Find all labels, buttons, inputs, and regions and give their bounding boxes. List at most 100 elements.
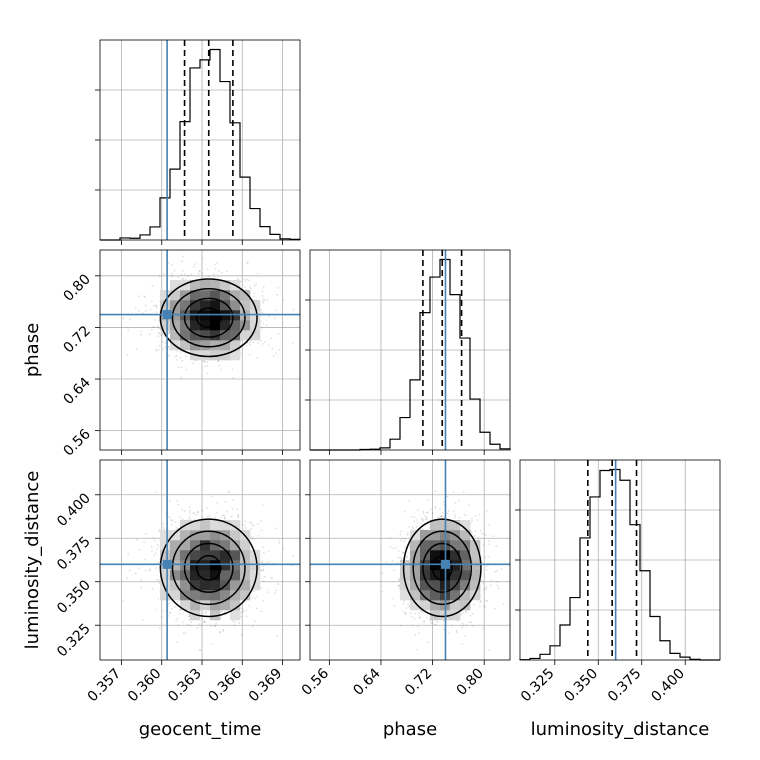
density-cell: [220, 520, 231, 531]
sample-point: [473, 534, 476, 537]
sample-point: [232, 376, 234, 379]
sample-point: [266, 299, 269, 302]
sample-point: [245, 615, 248, 618]
sample-point: [194, 263, 197, 265]
sample-point: [422, 512, 425, 515]
sample-point: [140, 330, 143, 332]
density-cell: [220, 300, 231, 311]
density-cell: [240, 580, 251, 591]
density-cell: [230, 590, 241, 601]
sample-point: [164, 346, 167, 349]
sample-point: [275, 352, 277, 355]
density-cell: [240, 540, 251, 551]
sample-point: [223, 517, 226, 520]
sample-point: [271, 348, 274, 351]
sample-point: [266, 591, 269, 594]
sample-point: [176, 617, 179, 620]
sample-point: [217, 360, 219, 363]
sample-point: [471, 612, 474, 615]
density-cell: [200, 590, 211, 601]
sample-point: [253, 292, 256, 295]
sample-point: [262, 322, 265, 325]
density-cell: [240, 300, 251, 311]
sample-point: [174, 355, 177, 358]
sample-point: [485, 569, 488, 571]
sample-point: [181, 360, 184, 362]
density-cell: [230, 300, 241, 311]
sample-point: [277, 286, 279, 289]
sample-point: [175, 354, 178, 357]
density-cell: [240, 320, 251, 331]
sample-point: [204, 365, 206, 368]
density-contour: [171, 530, 246, 606]
density-cell: [200, 550, 211, 561]
sample-point: [169, 611, 171, 614]
sample-point: [206, 361, 209, 364]
sample-point: [237, 514, 240, 517]
sample-point: [150, 545, 153, 548]
sample-point: [264, 299, 266, 301]
density-cell: [230, 530, 241, 541]
histogram-step: [100, 48, 301, 241]
sample-point: [164, 331, 167, 334]
density-contour: [159, 278, 258, 358]
sample-point: [156, 547, 158, 550]
sample-point: [158, 344, 161, 347]
sample-point: [246, 342, 249, 345]
density-cell: [190, 570, 201, 581]
sample-point: [145, 310, 147, 312]
sample-point: [181, 260, 183, 263]
sample-point: [251, 341, 254, 344]
density-cell: [230, 540, 241, 551]
sample-point: [167, 330, 170, 333]
sample-point: [169, 519, 172, 521]
sample-point: [260, 520, 262, 522]
density-cell: [170, 570, 181, 581]
sample-point: [160, 616, 163, 619]
sample-point: [181, 509, 184, 511]
sample-point: [245, 278, 248, 281]
panel-hist-phase: [305, 249, 511, 455]
sample-point: [234, 621, 236, 624]
sample-point: [214, 625, 216, 627]
sample-point: [222, 515, 224, 517]
sample-point: [140, 333, 143, 336]
sample-point: [126, 354, 128, 356]
sample-point: [242, 610, 245, 613]
density-cell: [220, 570, 231, 581]
sample-point: [263, 341, 266, 344]
sample-point: [464, 609, 467, 612]
sample-point: [212, 273, 215, 275]
sample-point: [153, 540, 156, 542]
density-cell: [210, 570, 221, 581]
sample-point: [204, 612, 206, 615]
sample-point: [260, 320, 262, 322]
sample-point: [196, 510, 199, 513]
sample-point: [152, 326, 155, 328]
sample-point: [223, 611, 226, 614]
sample-point: [151, 285, 154, 287]
density-contour: [195, 307, 222, 329]
sample-point: [275, 527, 278, 530]
sample-point: [188, 615, 191, 618]
sample-point: [395, 546, 398, 549]
sample-point: [249, 287, 252, 290]
density-cell: [190, 560, 201, 571]
sample-point: [215, 622, 218, 625]
sample-point: [389, 536, 392, 539]
sample-point: [140, 586, 143, 589]
density-cell: [200, 600, 211, 611]
sample-point: [179, 351, 182, 353]
sample-point: [448, 632, 451, 635]
sample-point: [151, 329, 153, 331]
sample-point: [188, 512, 191, 515]
sample-point: [442, 512, 444, 514]
sample-point: [278, 541, 281, 544]
sample-point: [144, 296, 146, 298]
sample-point: [178, 613, 181, 616]
sample-point: [181, 621, 184, 624]
sample-point: [144, 569, 147, 572]
sample-point: [446, 495, 449, 498]
sample-point: [162, 334, 164, 337]
sample-point: [250, 528, 253, 530]
